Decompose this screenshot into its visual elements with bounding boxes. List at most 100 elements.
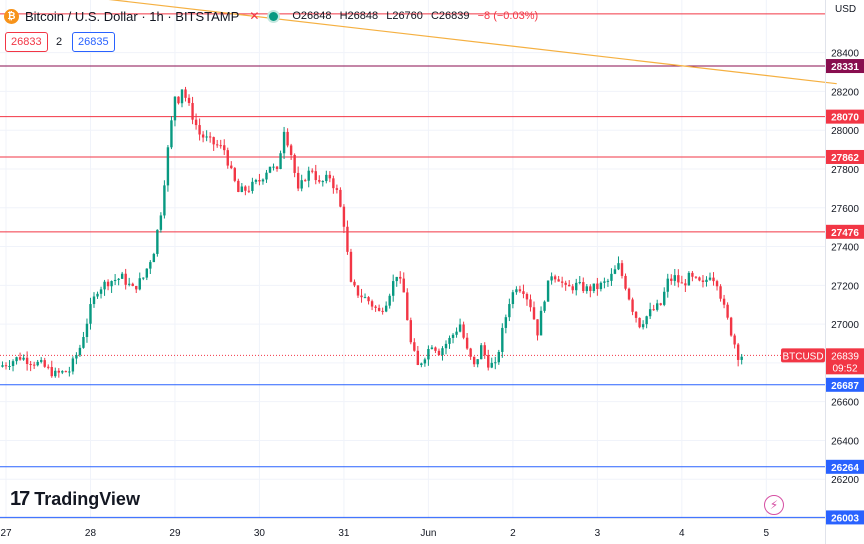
candle-body xyxy=(124,273,127,285)
candle-body xyxy=(254,180,258,182)
candle-body xyxy=(296,172,300,189)
candle-body xyxy=(553,276,557,280)
candle-body xyxy=(64,371,68,373)
candle-body xyxy=(701,280,705,282)
buy-button[interactable]: 26835 xyxy=(72,32,115,52)
last-price-label: 26839 xyxy=(831,351,859,362)
candle-body xyxy=(92,296,96,305)
candle-body xyxy=(416,350,420,366)
candle-body xyxy=(342,206,346,227)
candle-body xyxy=(75,355,78,359)
price-tick-label: 27000 xyxy=(831,320,859,331)
time-tick-label: 31 xyxy=(338,528,350,539)
time-tick-label: 2 xyxy=(510,528,516,539)
candle-body xyxy=(339,189,342,207)
candle-body xyxy=(437,350,441,356)
candle-body xyxy=(494,362,497,364)
ohlc-low: L26760 xyxy=(386,10,423,22)
candle-body xyxy=(268,166,272,173)
level-label-bg xyxy=(826,510,864,525)
candle-body xyxy=(311,170,314,172)
currency-selector[interactable]: USD xyxy=(835,4,857,15)
candle-body xyxy=(22,357,25,360)
candle-body xyxy=(332,178,335,189)
time-tick-label: 4 xyxy=(679,528,685,539)
candle-body xyxy=(659,303,662,305)
time-tick-label: 28 xyxy=(85,528,97,539)
candle-body xyxy=(307,170,310,181)
candle-body xyxy=(589,286,592,291)
price-tick-label: 27600 xyxy=(831,204,859,215)
candle-body xyxy=(684,283,687,286)
candle-body xyxy=(627,288,631,300)
candle-body xyxy=(620,263,624,276)
candle-body xyxy=(166,147,170,186)
candle-body xyxy=(261,179,265,182)
candle-body xyxy=(497,351,500,363)
trendline[interactable] xyxy=(0,0,837,85)
candle-body xyxy=(708,277,712,280)
candle-body xyxy=(663,291,666,305)
candle-body xyxy=(381,310,384,312)
level-labels: 28331 28070 27862 27476 26687 26264 26003 xyxy=(826,59,864,525)
candle-body xyxy=(103,281,106,290)
price-tick-label: 28400 xyxy=(831,49,859,60)
candle-body xyxy=(698,277,701,281)
candle-body xyxy=(578,282,581,284)
symbol-title[interactable]: Bitcoin / U.S. Dollar · 1h · BITSTAMP xyxy=(25,8,240,24)
price-tick-label: 27400 xyxy=(831,243,859,254)
candle-body xyxy=(455,331,458,335)
candle-body xyxy=(395,276,398,282)
candle-body xyxy=(68,371,71,373)
candle-body xyxy=(508,304,511,318)
candle-body xyxy=(733,335,736,345)
candle-body xyxy=(465,337,469,349)
close-icon[interactable]: ✕ xyxy=(249,9,260,23)
candle-body xyxy=(187,97,191,104)
candle-body xyxy=(177,96,180,104)
candle-body xyxy=(388,295,391,306)
candle-body xyxy=(314,171,317,181)
candle-body xyxy=(244,186,247,191)
candle-body xyxy=(476,359,479,365)
level-label-bg xyxy=(826,459,864,474)
candle-body xyxy=(184,89,187,98)
candle-body xyxy=(641,324,645,328)
tradingview-logo[interactable]: 17 TradingView xyxy=(10,488,140,511)
candle-body xyxy=(135,286,138,290)
candle-body xyxy=(599,282,603,290)
candle-body xyxy=(515,289,518,293)
lightning-icon[interactable]: ⚡ xyxy=(764,495,784,515)
price-change: −8 (−0.03%) xyxy=(477,10,539,22)
time-tick-label: 3 xyxy=(595,528,601,539)
candle-body xyxy=(1,365,4,367)
candle-body xyxy=(145,268,148,278)
candle-body xyxy=(722,298,726,305)
candle-body xyxy=(208,136,212,138)
last-price-label-bg xyxy=(826,348,864,375)
candle-body xyxy=(504,317,508,328)
candle-body xyxy=(282,131,286,154)
time-tick-label: 5 xyxy=(764,528,770,539)
candle-body xyxy=(638,317,641,328)
candle-body xyxy=(78,347,82,356)
candle-body xyxy=(458,324,462,332)
candle-body xyxy=(318,180,321,182)
bitcoin-icon: ₿ xyxy=(4,8,19,24)
candle-body xyxy=(613,269,617,274)
time-tick-label: 30 xyxy=(254,528,266,539)
candle-body xyxy=(57,370,60,373)
candle-body xyxy=(740,356,743,360)
candle-body xyxy=(543,301,546,311)
candle-body xyxy=(335,188,339,190)
candle-body xyxy=(522,291,525,295)
candle-body xyxy=(427,348,430,360)
candle-body xyxy=(691,272,694,277)
candle-body xyxy=(680,282,684,284)
candle-body xyxy=(402,278,405,293)
candle-body xyxy=(328,174,332,179)
sell-button[interactable]: 26833 xyxy=(5,32,48,52)
candle-body xyxy=(180,89,184,104)
candle-body xyxy=(575,282,578,291)
